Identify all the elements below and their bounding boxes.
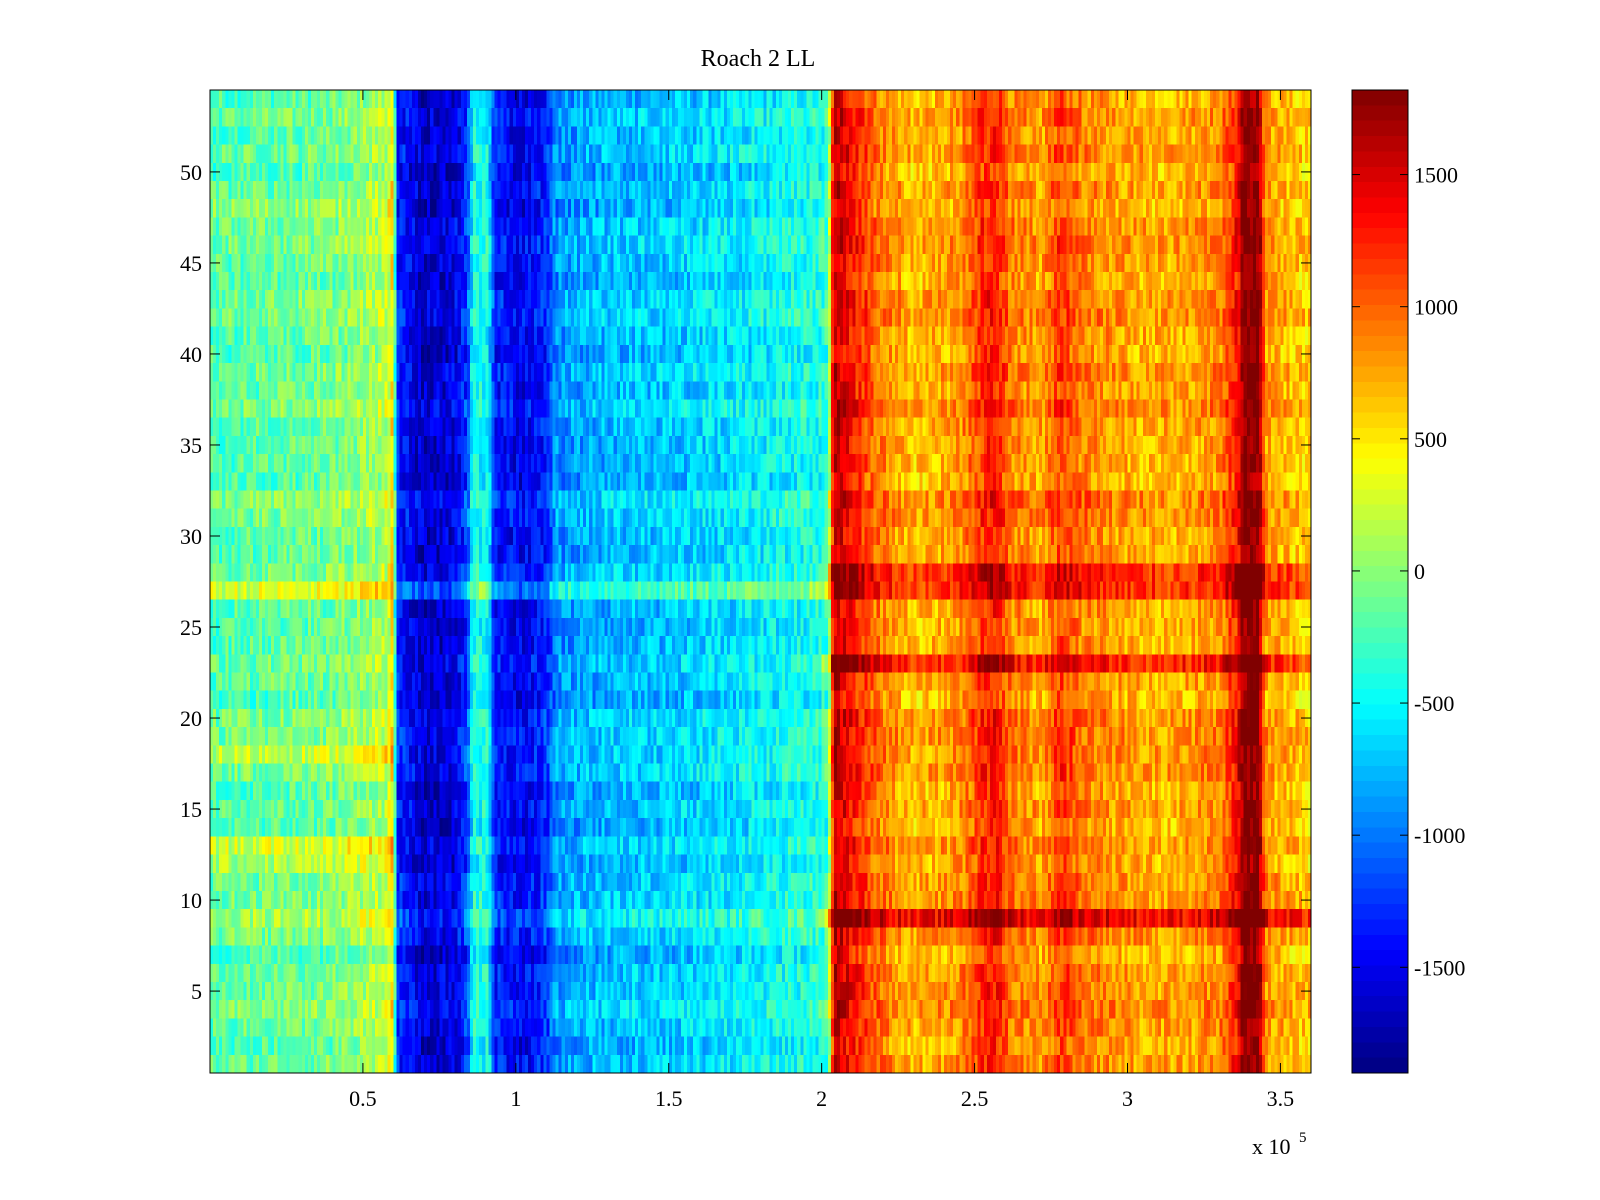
colorbar-ticks: 1500 1000 500 0 -500 -1000 -1500 [1352,163,1465,980]
colorbar-tick-label: 1500 [1414,163,1458,188]
x-exponent-power: 5 [1299,1130,1307,1146]
x-tick-label: 2.5 [961,1086,989,1111]
y-tick-label: 35 [180,433,202,458]
y-tick-label: 15 [180,797,202,822]
x-tick-label: 0.5 [349,1086,377,1111]
colorbar-tick-label: 500 [1414,427,1447,452]
colorbar-tick-label: -500 [1414,691,1454,716]
x-tick-label: 3.5 [1267,1086,1295,1111]
y-axis: 5 10 15 20 25 30 35 40 45 50 [180,160,1311,1004]
colorbar-tick-label: 0 [1414,559,1425,584]
y-tick-label: 45 [180,251,202,276]
colorbar: 1500 1000 500 0 -500 -1000 -1500 [1351,89,1465,1074]
x-axis: 0.5 1 1.5 2 2.5 3 3.5 [349,90,1294,1111]
x-tick-label: 3 [1122,1086,1133,1111]
y-tick-label: 20 [180,706,202,731]
x-tick-label: 2 [816,1086,827,1111]
x-tick-label: 1.5 [655,1086,683,1111]
colorbar-tick-label: -1500 [1414,955,1465,980]
y-tick-label: 40 [180,342,202,367]
x-tick-label: 1 [510,1086,521,1111]
heatmap-area [209,89,1312,1074]
y-tick-label: 50 [180,160,202,185]
plot-frame [209,89,1312,1074]
y-tick-label: 25 [180,615,202,640]
x-exponent-base: x 10 [1252,1134,1291,1159]
colorbar-tick-label: -1000 [1414,823,1465,848]
heatmap-image [210,90,1311,1073]
colorbar-frame [1351,89,1409,1074]
y-tick-label: 10 [180,888,202,913]
y-tick-label: 30 [180,524,202,549]
x-axis-exponent: x 10 5 [1252,1130,1307,1159]
chart-title: Roach 2 LL [701,46,816,72]
colorbar-tick-label: 1000 [1414,295,1458,320]
y-tick-label: 5 [191,979,202,1004]
colorbar-gradient [1352,90,1408,1073]
